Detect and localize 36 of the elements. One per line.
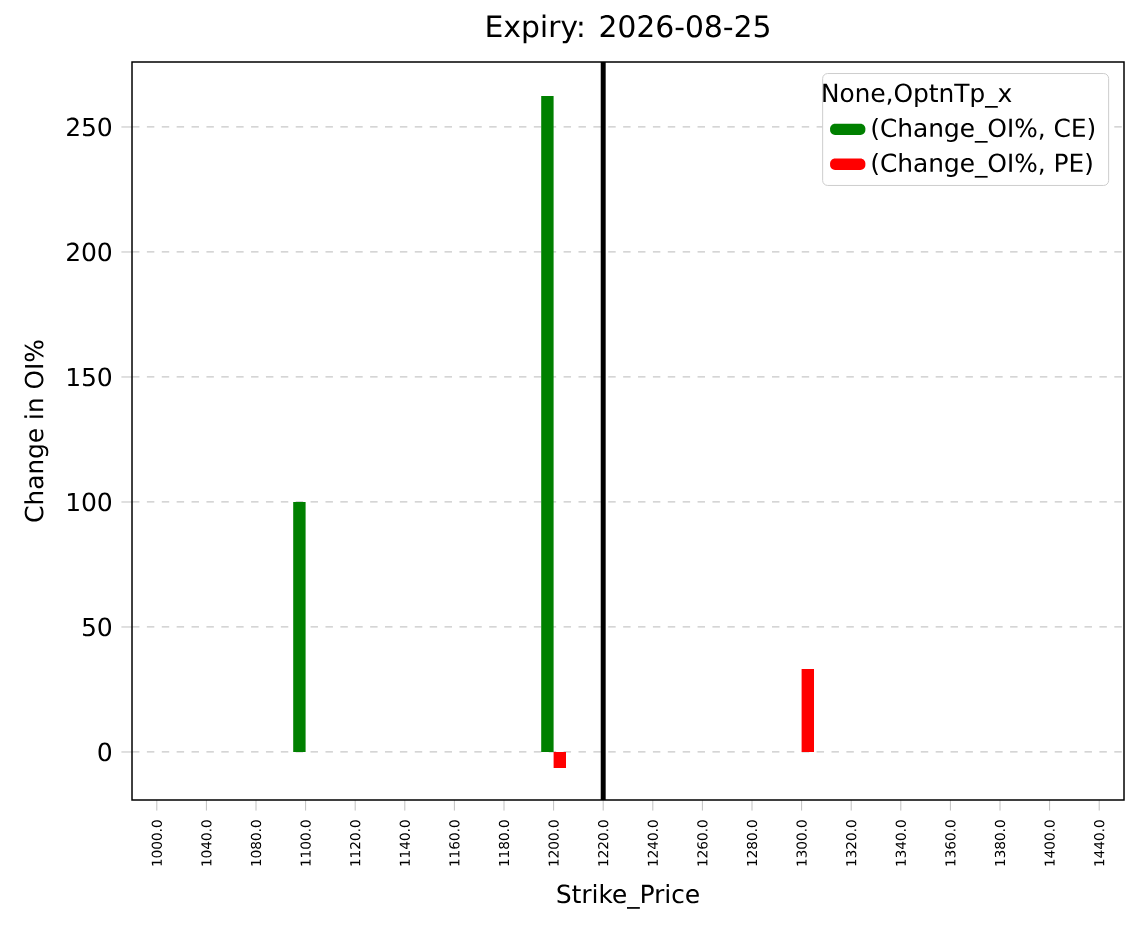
legend-title: None,OptnTp_x	[823, 83, 1012, 108]
y-tick-label: 50	[83, 617, 112, 637]
x-tick-label: 1080.0	[250, 820, 262, 866]
x-tick-label: 1440.0	[1094, 820, 1105, 866]
x-tick-label: 1140.0	[399, 820, 410, 866]
x-tick-label: 1340.0	[895, 820, 906, 866]
x-axis-title: Strike_Price	[557, 884, 699, 909]
x-tick-label: 1360.0	[945, 820, 956, 866]
y-axis-title: Change in OI%	[24, 340, 49, 522]
x-tick-label: 1000.0	[151, 820, 162, 866]
y-tick-label: 0	[98, 742, 112, 762]
y-tick-label: 100	[68, 492, 112, 512]
y-tick-label: 200	[67, 242, 112, 262]
x-tick-label: 1400.0	[1044, 820, 1055, 866]
x-tick-label: 1160.0	[449, 820, 460, 866]
legend-label: (Change_OI%, PE)	[872, 152, 1092, 178]
bar	[541, 95, 554, 752]
bar	[801, 668, 815, 752]
x-tick-label: 1040.0	[201, 820, 212, 866]
chart-title: Expiry: 2026-08-25	[487, 14, 769, 44]
x-tick-label: 1280.0	[746, 820, 758, 866]
x-tick-label: 1300.0	[796, 820, 807, 866]
x-tick-label: 1100.0	[300, 820, 311, 866]
x-tick-label: 1380.0	[994, 820, 1006, 866]
bar	[293, 501, 306, 752]
x-tick-label: 1320.0	[846, 820, 857, 866]
legend-label: (Change_OI%, CE)	[872, 117, 1095, 143]
x-tick-label: 1260.0	[697, 820, 708, 866]
x-tick-label: 1180.0	[498, 820, 510, 866]
x-tick-label: 1120.0	[350, 820, 361, 866]
bar	[553, 751, 566, 768]
x-tick-label: 1200.0	[548, 820, 559, 866]
y-tick-label: 250	[67, 117, 112, 137]
x-tick-label: 1240.0	[647, 820, 658, 866]
y-tick-label: 150	[68, 367, 112, 387]
x-tick-label: 1220.0	[598, 820, 609, 866]
